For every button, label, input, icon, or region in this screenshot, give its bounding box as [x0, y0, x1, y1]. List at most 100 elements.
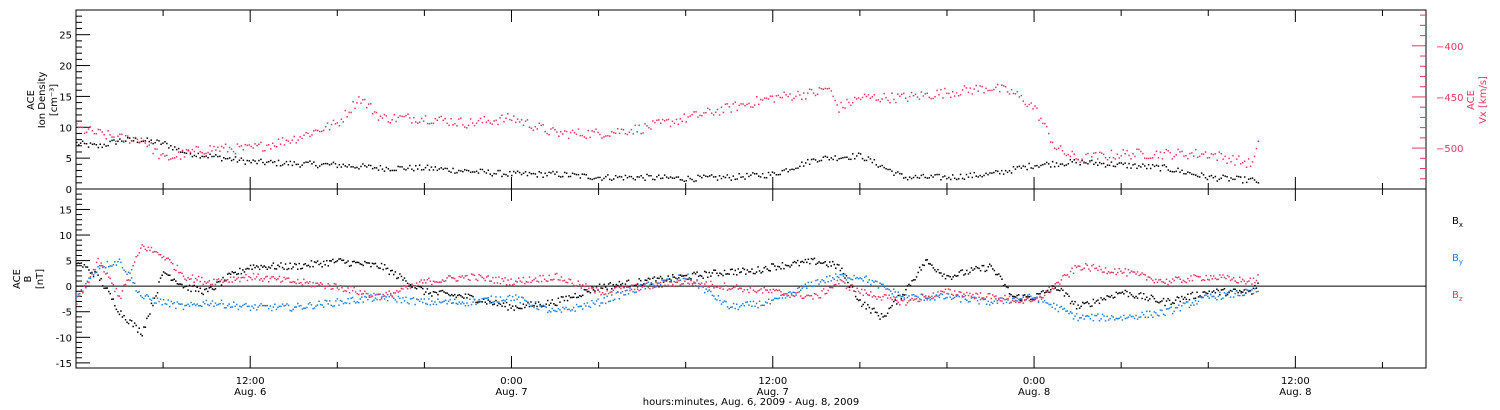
by-point: [1246, 289, 1249, 291]
by-point: [440, 301, 442, 304]
bx-point: [354, 261, 357, 264]
density-point: [207, 156, 209, 159]
bx-point: [819, 262, 822, 264]
density-point: [315, 164, 317, 167]
vx-point: [632, 133, 634, 135]
bz-point: [751, 285, 753, 287]
bz-point: [522, 276, 525, 279]
by-point: [1207, 295, 1209, 298]
bx-point: [1136, 297, 1139, 299]
density-point: [963, 178, 966, 180]
bx-point: [1071, 300, 1073, 303]
vx-point: [464, 126, 466, 128]
bz-point: [1136, 271, 1139, 273]
bz-point: [505, 284, 508, 286]
density-point: [532, 172, 535, 175]
vx-point: [446, 122, 448, 125]
bx-point: [1213, 290, 1215, 292]
vx-point: [948, 92, 950, 95]
density-point: [340, 166, 343, 168]
bz-point: [972, 293, 974, 296]
bx-point: [420, 286, 422, 289]
by-point: [853, 274, 855, 277]
bx-point: [100, 277, 102, 280]
bz-point: [1101, 271, 1104, 273]
bx-point: [278, 265, 281, 268]
density-point: [875, 164, 877, 166]
bz-point: [563, 279, 566, 282]
by-point: [1225, 293, 1227, 295]
top-left-tick-label: 20: [59, 62, 72, 73]
bz-point: [1065, 274, 1067, 277]
bz-point: [508, 284, 511, 286]
vx-point: [997, 83, 999, 86]
vx-point: [170, 158, 172, 160]
by-point: [415, 298, 418, 300]
by-point: [676, 278, 678, 281]
bz-point: [937, 291, 939, 293]
bx-point: [737, 268, 739, 270]
bz-point: [463, 277, 465, 279]
bx-point: [1069, 302, 1072, 305]
bx-point: [742, 267, 744, 269]
by-point: [431, 300, 433, 302]
by-point: [388, 295, 390, 298]
by-point: [751, 305, 753, 307]
density-point: [924, 176, 926, 179]
bx-point: [926, 259, 928, 261]
bz-point: [515, 280, 517, 282]
bx-point: [798, 264, 800, 267]
bx-point: [496, 304, 499, 307]
bz-point: [822, 288, 825, 290]
bz-point: [667, 284, 669, 286]
by-point: [1056, 304, 1058, 306]
by-point: [153, 302, 156, 304]
density-point: [797, 167, 799, 169]
vx-point: [305, 131, 307, 134]
bz-point: [1229, 279, 1232, 282]
density-point: [1083, 162, 1085, 164]
density-point: [544, 172, 546, 175]
vx-point: [748, 102, 750, 105]
bz-point: [1168, 280, 1171, 282]
bz-point: [225, 280, 227, 282]
vx-point: [1167, 150, 1169, 152]
bz-point: [1088, 268, 1090, 270]
bx-point: [1053, 285, 1055, 287]
by-point: [879, 282, 881, 284]
vx-point: [908, 95, 911, 98]
density-point: [848, 158, 850, 160]
density-point: [887, 168, 889, 171]
by-point: [877, 287, 880, 289]
bx-point: [981, 264, 983, 267]
density-point: [750, 174, 752, 176]
by-point: [76, 296, 78, 298]
bz-point: [1232, 277, 1235, 279]
density-point: [458, 169, 460, 172]
by-point: [745, 301, 747, 304]
bz-point: [425, 282, 427, 284]
x-tick-time-label: 0:00: [500, 376, 522, 387]
density-point: [934, 174, 936, 176]
by-point: [132, 282, 134, 284]
bx-point: [638, 278, 640, 280]
by-point: [1150, 314, 1153, 316]
by-point: [229, 306, 232, 308]
bz-point: [353, 286, 355, 289]
by-point: [1162, 313, 1165, 316]
vx-point: [867, 94, 870, 96]
density-point: [663, 174, 666, 176]
bx-point: [800, 261, 802, 263]
bx-point: [958, 271, 960, 273]
bz-point: [556, 272, 558, 275]
vx-point: [844, 107, 846, 109]
by-point: [130, 277, 133, 279]
by-point: [769, 303, 771, 305]
bz-point: [115, 287, 118, 290]
vx-point: [1193, 155, 1195, 157]
density-point: [418, 164, 421, 166]
bx-point: [714, 269, 717, 271]
bz-point: [399, 290, 401, 292]
vx-point: [952, 91, 954, 93]
by-point: [955, 295, 957, 297]
